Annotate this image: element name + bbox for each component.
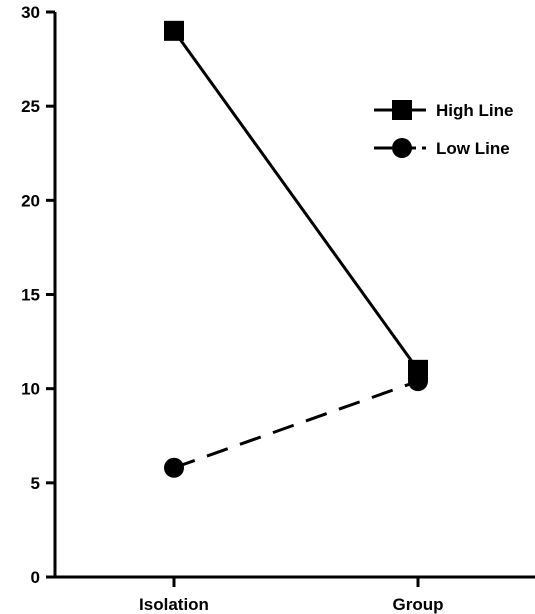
axes [53,12,535,579]
circle-point [164,457,184,478]
series-line-low-line [173,379,419,470]
square-point [164,20,184,41]
series-line-high-line [172,29,420,371]
y-tick-label: 15 [21,286,40,305]
x-tick-label: Group [393,595,444,614]
square-point [408,359,428,380]
y-tick-label: 0 [31,568,40,587]
y-tick-label: 25 [21,97,40,116]
legend-label: Low Line [436,139,510,158]
y-tick-label: 20 [21,191,40,210]
legend-circle-marker [392,138,412,158]
x-axis-ticks: Isolation Group [139,577,444,614]
legend-label: High Line [436,101,513,120]
legend-square-marker [392,100,412,120]
y-tick-label: 30 [21,3,40,22]
x-tick-label: Isolation [139,595,209,614]
legend: High Line Low Line [374,100,513,158]
series-layer [164,20,428,478]
y-tick-label: 5 [31,474,40,493]
y-tick-label: 10 [21,380,40,399]
y-axis-ticks: 0 5 10 15 20 25 30 [21,3,55,587]
